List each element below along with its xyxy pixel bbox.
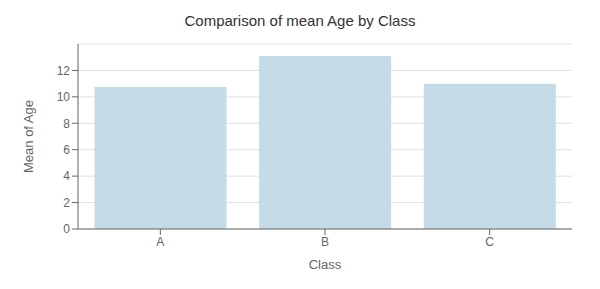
svg-text:B: B xyxy=(321,235,329,249)
svg-text:Class: Class xyxy=(309,257,342,272)
svg-text:Mean of Age: Mean of Age xyxy=(21,100,36,173)
svg-text:6: 6 xyxy=(63,143,70,157)
svg-text:A: A xyxy=(156,235,164,249)
svg-text:2: 2 xyxy=(63,196,70,210)
svg-text:4: 4 xyxy=(63,169,70,183)
svg-text:C: C xyxy=(485,235,494,249)
svg-text:8: 8 xyxy=(63,117,70,131)
svg-text:12: 12 xyxy=(57,64,71,78)
html-text:Comparison of mean Age by Clas: Comparison of mean Age by Class xyxy=(184,12,416,29)
svg-text:0: 0 xyxy=(63,222,70,236)
svg-text:10: 10 xyxy=(57,90,71,104)
